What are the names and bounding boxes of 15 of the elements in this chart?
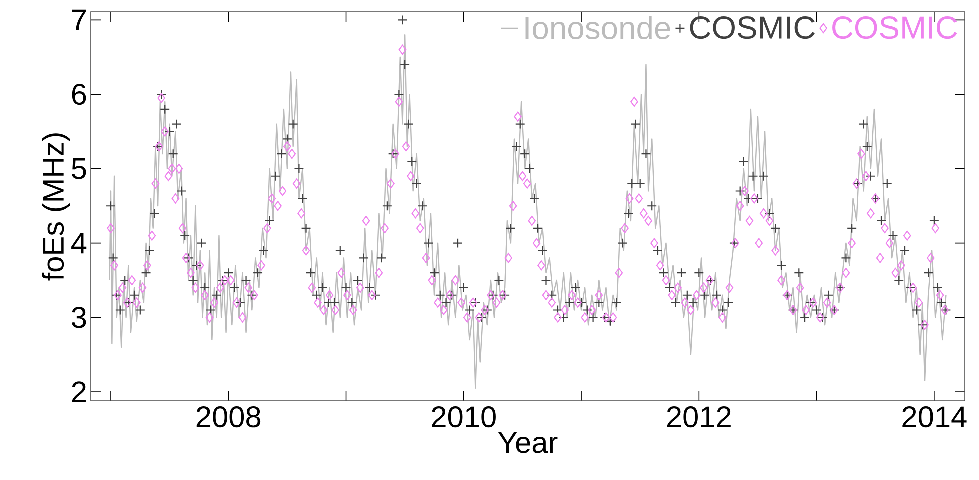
legend-label: Ionosonde — [526, 16, 670, 40]
text: COSMIC — [690, 16, 816, 40]
y-tick-label: 7 — [72, 10, 86, 30]
x-tick-label: 2014 — [902, 406, 967, 428]
y-tick-label: 6 — [72, 84, 86, 106]
y-tick-label: 5 — [72, 158, 86, 180]
y-tick-label: 2 — [72, 382, 86, 403]
y-tick-label: 3 — [72, 307, 86, 328]
y-tick-label: 4 — [72, 233, 87, 254]
legend-label: COSMIC — [832, 16, 958, 40]
x-axis-title: Year — [498, 432, 558, 454]
x-tick-label: 2008 — [196, 406, 261, 428]
x-tick-label: 2012 — [667, 406, 731, 428]
x-tick-label: 2010 — [432, 406, 496, 428]
y-axis-title: foEs (MHz) — [42, 134, 70, 281]
